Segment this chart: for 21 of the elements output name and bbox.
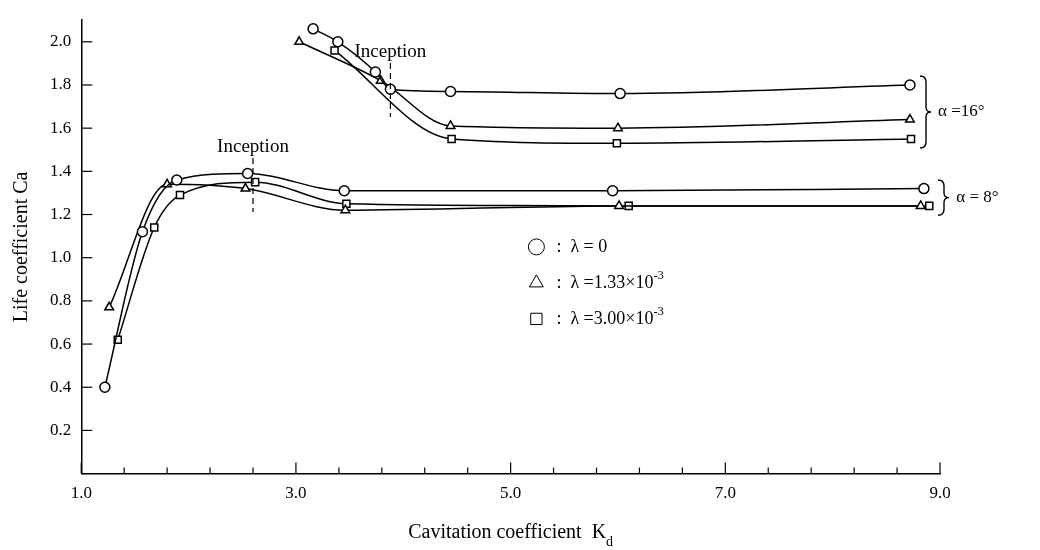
x-tick-label: 1.0 [70,483,92,503]
y-tick-label: 1.4 [50,160,72,180]
annotation: α =16° [938,101,985,121]
y-tick-label: 1.8 [50,74,72,94]
y-tick-label: 0.8 [50,290,72,310]
x-tick-label: 7.0 [714,483,736,503]
y-tick-label: 1.0 [50,247,72,267]
y-tick-label: 2.0 [50,31,72,51]
y-axis-title: Life coefficient Ca [9,171,32,323]
text: α = 8° [956,186,999,206]
y-tick-label: 0.2 [50,419,72,439]
x-tick-label: 5.0 [500,483,522,503]
annotation: Inception [217,134,290,156]
x-tick-label: 9.0 [929,483,951,503]
y-tick-label: 0.4 [50,376,72,396]
y-tick-label: 1.6 [50,117,72,137]
y-tick-label: 1.2 [50,203,72,223]
x-tick-label: 3.0 [285,483,307,503]
y-tick-label: 0.6 [50,333,72,353]
annotation: Inception [354,39,427,61]
legend-label: : λ = 0 [556,235,608,256]
